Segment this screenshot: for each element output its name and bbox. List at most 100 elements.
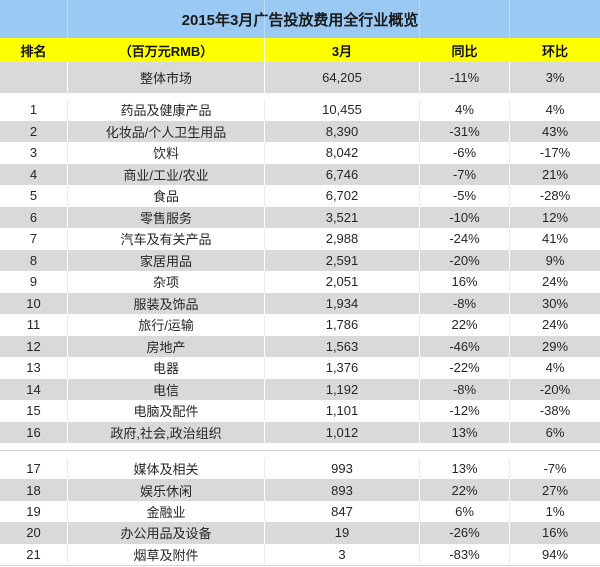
- table-title-row: 2015年3月广告投放费用全行业概览: [0, 0, 600, 38]
- mom-cell: -28%: [539, 188, 571, 204]
- mom-cell: -38%: [539, 403, 571, 419]
- yoy-cell: -24%: [420, 228, 510, 250]
- mom-cell: 4%: [545, 102, 565, 118]
- category-cell: 烟草及附件: [68, 543, 265, 565]
- mom-cell: 94%: [541, 546, 569, 562]
- yoy-cell: -6%: [420, 142, 510, 164]
- month-value-cell: 1,376: [265, 357, 420, 379]
- table-row: 11 旅行/运输 1,786 22% 24%: [0, 314, 600, 336]
- month-value-cell: 6,746: [265, 163, 420, 185]
- month-value-cell: 64,205: [265, 62, 420, 93]
- yoy-cell: -10%: [420, 206, 510, 228]
- category-cell: 房地产: [68, 335, 265, 357]
- yoy-cell: -11%: [420, 62, 510, 93]
- category-cell: 娱乐休闲: [68, 479, 265, 501]
- mom-cell: 4%: [545, 360, 565, 376]
- column-separator: [509, 0, 510, 38]
- mom-cell: 27%: [541, 482, 569, 498]
- category-cell: 化妆品/个人卫生用品: [68, 120, 265, 142]
- category-cell: 整体市场: [68, 62, 265, 93]
- month-value-cell: 6,702: [265, 185, 420, 207]
- header-yoy: 同比: [420, 38, 510, 62]
- table-row: 18 娱乐休闲 893 22% 27%: [0, 479, 600, 501]
- table-row: 2 化妆品/个人卫生用品 8,390 -31% 43%: [0, 120, 600, 142]
- rank-cell: 14: [0, 378, 68, 400]
- mom-cell: 12%: [541, 209, 569, 225]
- mom-cell: 30%: [541, 295, 569, 311]
- yoy-cell: -20%: [420, 249, 510, 271]
- month-value-cell: 1,934: [265, 292, 420, 314]
- rank-cell: 6: [0, 206, 68, 228]
- rank-cell: 20: [0, 522, 68, 544]
- rank-cell: 17: [0, 458, 68, 480]
- category-cell: 药品及健康产品: [68, 99, 265, 121]
- table-row: 14 电信 1,192 -8% -20%: [0, 378, 600, 400]
- mom-cell: 24%: [541, 274, 569, 290]
- yoy-cell: -5%: [420, 185, 510, 207]
- table-row: 13 电器 1,376 -22% 4%: [0, 357, 600, 379]
- mom-cell: 16%: [541, 525, 569, 541]
- category-cell: 电器: [68, 357, 265, 379]
- table-bottom-border: [0, 564, 600, 566]
- table-row: 17 媒体及相关 993 13% -7%: [0, 458, 600, 480]
- month-value-cell: 10,455: [265, 99, 420, 121]
- yoy-cell: -12%: [420, 400, 510, 422]
- rank-cell: 21: [0, 543, 68, 565]
- table-row: 12 房地产 1,563 -46% 29%: [0, 335, 600, 357]
- rank-cell: 3: [0, 142, 68, 164]
- month-value-cell: 1,786: [265, 314, 420, 336]
- table-row: 21 烟草及附件 3 -83% 94%: [0, 543, 600, 565]
- yoy-cell: -46%: [420, 335, 510, 357]
- rank-cell: 8: [0, 249, 68, 271]
- month-value-cell: 847: [265, 500, 420, 523]
- month-value-cell: 19: [265, 522, 420, 544]
- column-separator: [264, 0, 265, 38]
- month-value-cell: 3,521: [265, 206, 420, 228]
- category-cell: 饮料: [68, 142, 265, 164]
- yoy-cell: 22%: [420, 314, 510, 336]
- yoy-cell: -7%: [420, 163, 510, 185]
- header-mom: 环比: [541, 43, 568, 59]
- column-separator: [67, 0, 68, 38]
- rank-cell: 15: [0, 400, 68, 422]
- table-row: 16 政府,社会,政治组织 1,012 13% 6%: [0, 421, 600, 443]
- category-cell: 零售服务: [68, 206, 265, 228]
- table-row: 1 药品及健康产品 10,455 4% 4%: [0, 99, 600, 121]
- month-value-cell: 1,192: [265, 378, 420, 400]
- yoy-cell: 16%: [420, 271, 510, 293]
- month-value-cell: 993: [265, 458, 420, 480]
- separator-line: [0, 450, 600, 451]
- rank-cell: 4: [0, 163, 68, 185]
- table-row: 7 汽车及有关产品 2,988 -24% 41%: [0, 228, 600, 250]
- month-value-cell: 8,042: [265, 142, 420, 164]
- table-row: 8 家居用品 2,591 -20% 9%: [0, 249, 600, 271]
- category-cell: 电脑及配件: [68, 400, 265, 422]
- rank-cell: 12: [0, 335, 68, 357]
- mom-cell: -7%: [543, 461, 567, 477]
- category-cell: 旅行/运输: [68, 314, 265, 336]
- section-spacer: [0, 93, 600, 99]
- table-row: 5 食品 6,702 -5% -28%: [0, 185, 600, 207]
- section-spacer: [0, 443, 600, 458]
- rank-cell: 11: [0, 314, 68, 336]
- mom-cell: 1%: [545, 503, 565, 519]
- rank-cell: 19: [0, 500, 68, 523]
- month-value-cell: 3: [265, 543, 420, 565]
- header-rank: 排名: [0, 38, 68, 62]
- yoy-cell: 4%: [420, 99, 510, 121]
- rank-cell: 9: [0, 271, 68, 293]
- category-cell: 商业/工业/农业: [68, 163, 265, 185]
- page-title: 2015年3月广告投放费用全行业概览: [181, 11, 419, 29]
- category-cell: 家居用品: [68, 249, 265, 271]
- table-row: 6 零售服务 3,521 -10% 12%: [0, 206, 600, 228]
- yoy-cell: -22%: [420, 357, 510, 379]
- mom-cell: 6%: [545, 424, 565, 440]
- table-row: 4 商业/工业/农业 6,746 -7% 21%: [0, 163, 600, 185]
- table-row: 10 服装及饰品 1,934 -8% 30%: [0, 292, 600, 314]
- header-month: 3月: [265, 38, 420, 62]
- month-value-cell: 2,988: [265, 228, 420, 250]
- category-cell: 政府,社会,政治组织: [68, 421, 265, 443]
- summary-row: 整体市场 64,205 -11% 3%: [0, 62, 600, 93]
- yoy-cell: 13%: [420, 458, 510, 480]
